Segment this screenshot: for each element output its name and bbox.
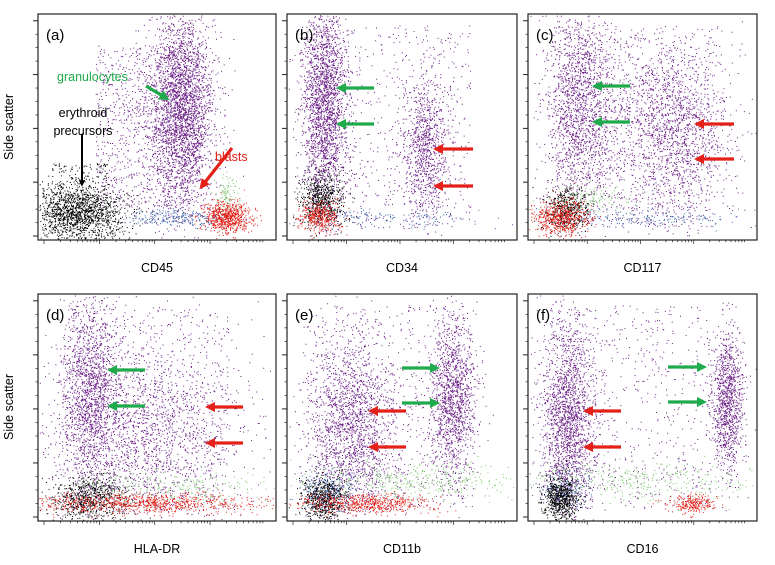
y-axis-ticks xyxy=(282,300,287,518)
population-blasts xyxy=(529,182,601,239)
y-axis-ticks xyxy=(33,300,38,518)
panel-label: (d) xyxy=(46,307,64,324)
panel-label: (b) xyxy=(295,27,313,44)
x-axis-label: HLA-DR xyxy=(134,542,181,556)
panel-b: (b) CD34 xyxy=(282,13,518,275)
annotation-granulocytes: granulocytes xyxy=(57,70,128,84)
x-axis-label: CD16 xyxy=(627,542,659,556)
population-erythroid xyxy=(537,460,586,521)
population-blasts xyxy=(293,196,350,240)
population-lymphocytes xyxy=(531,462,592,512)
population-blasts xyxy=(652,492,724,519)
annotation-blasts: blasts xyxy=(215,150,248,164)
population-blasts xyxy=(39,490,275,519)
population-blasts-ssc xyxy=(392,39,470,236)
panel-a: (a) CD45 xyxy=(33,13,277,275)
scatter-points xyxy=(39,15,262,240)
plot-frame xyxy=(527,293,758,522)
annotation-erythroid: erythroid xyxy=(59,106,108,120)
y-axis-label: Side scatter xyxy=(2,374,16,440)
y-axis-ticks xyxy=(523,20,528,237)
green-arrow xyxy=(145,84,170,101)
population-blasts-ssc xyxy=(529,295,621,521)
population-erythroid xyxy=(288,456,364,521)
plot-frame xyxy=(286,293,518,522)
scatter-points xyxy=(529,295,757,521)
population-granulocytes xyxy=(39,296,136,521)
x-axis-label: CD11b xyxy=(383,542,421,556)
panel-e: (e) CD11b xyxy=(282,293,518,556)
x-axis-ticks xyxy=(43,521,264,525)
y-axis-ticks xyxy=(523,300,528,518)
population-granulocytes xyxy=(417,295,494,519)
x-axis-ticks xyxy=(533,240,745,244)
scatter-points xyxy=(288,295,515,521)
panel-f: (f) CD16 xyxy=(523,293,758,556)
plot-frame xyxy=(37,13,277,241)
population-blasts xyxy=(289,489,457,518)
population-monocytes xyxy=(42,464,275,508)
panel-label: (e) xyxy=(295,307,313,324)
scatter-points xyxy=(288,15,514,240)
population-granulocytes xyxy=(530,15,640,236)
population-background xyxy=(551,26,713,230)
panel-label: (c) xyxy=(536,27,554,44)
y-axis-ticks xyxy=(33,20,38,237)
x-axis-ticks xyxy=(43,240,264,244)
x-axis-ticks xyxy=(292,521,505,525)
x-axis-label: CD34 xyxy=(386,261,418,275)
x-axis-ticks xyxy=(533,521,745,525)
plot-frame xyxy=(286,13,518,241)
plot-frame xyxy=(37,293,277,522)
panel-c: (c) CD117 xyxy=(523,13,758,275)
annotation-overlay: granulocytes erythroid precursors blasts Sid… xyxy=(2,70,734,453)
panel-d: (d) HLA-DR xyxy=(33,293,277,556)
red-arrow xyxy=(199,147,234,190)
panel-label: (f) xyxy=(536,307,550,324)
x-axis-label: CD117 xyxy=(624,261,662,275)
x-axis-ticks xyxy=(292,240,505,244)
annotation-precursors: precursors xyxy=(53,124,112,138)
plot-panels: (a)CD45(b)CD34(c)CD117(d)HLA-DR(e)CD11b(… xyxy=(33,13,758,556)
scatter-points xyxy=(39,295,275,521)
population-lymphocytes xyxy=(123,208,248,232)
population-erythroid xyxy=(292,152,358,239)
population-monocytes xyxy=(208,159,241,221)
y-axis-label: Side scatter xyxy=(2,94,16,160)
panel-label: (a) xyxy=(46,27,64,44)
y-axis-ticks xyxy=(282,20,287,237)
population-erythroid xyxy=(39,459,151,521)
population-granulocytes xyxy=(288,15,367,237)
population-erythroid xyxy=(532,177,601,239)
population-erythroid xyxy=(39,170,153,240)
plot-frame xyxy=(527,13,758,241)
scatter-points xyxy=(529,15,757,239)
x-axis-label: CD45 xyxy=(141,261,173,275)
